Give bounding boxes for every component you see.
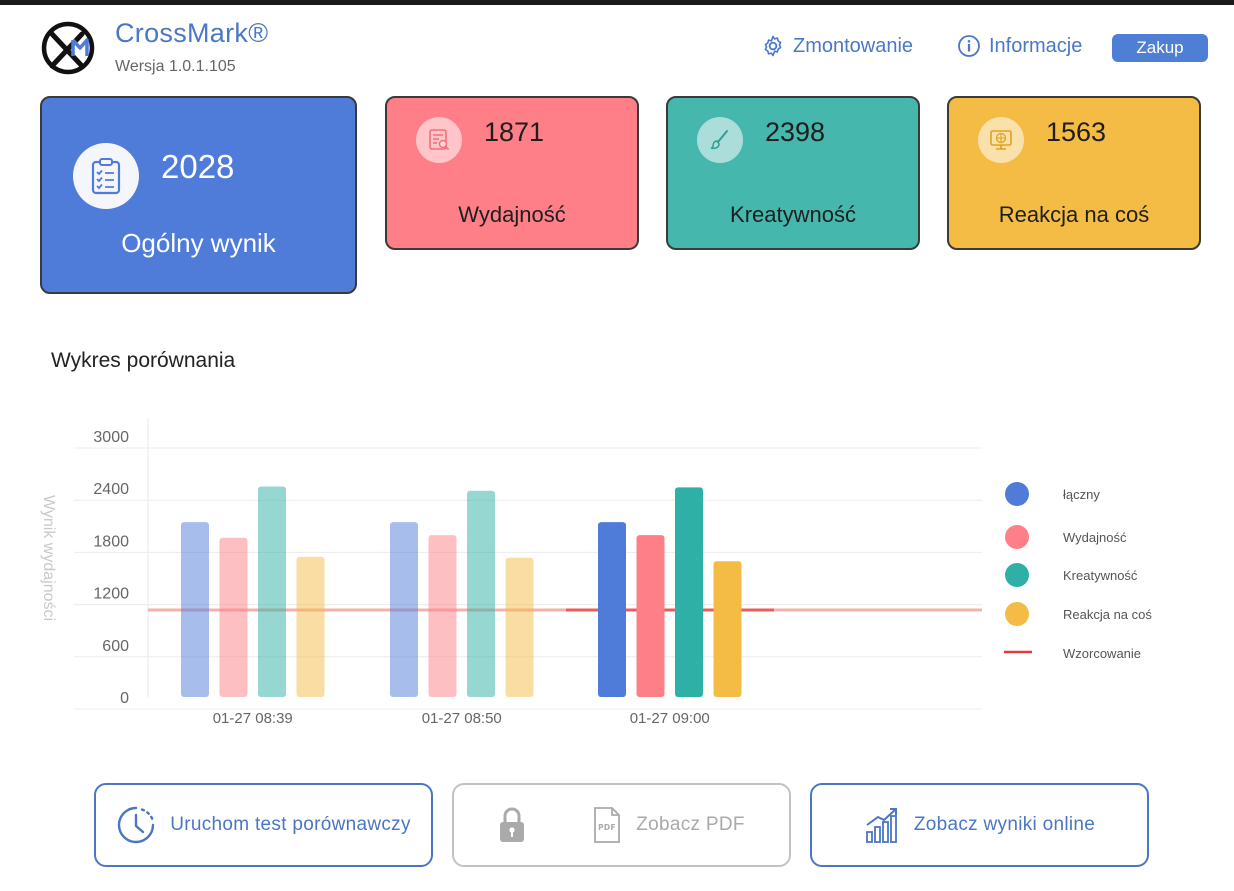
legend-label: Reakcja na coś (1063, 607, 1152, 622)
legend-label: Wydajność (1063, 530, 1127, 545)
growth-chart-icon (865, 808, 897, 843)
lock-icon (500, 807, 525, 842)
y-axis-label: Wynik wydajności (40, 495, 57, 621)
x-tick-label: 01-27 08:50 (422, 710, 502, 727)
legend-label: łączny (1063, 487, 1100, 502)
app-title: CrossMark® (115, 18, 269, 48)
app-version: Wersja 1.0.1.105 (115, 58, 236, 75)
clock-refresh-icon (118, 806, 155, 844)
y-tick-label: 600 (102, 638, 129, 655)
svg-text:PDF: PDF (598, 823, 616, 832)
bar-wydajność (428, 535, 457, 697)
comparison-chart: 3000 2400 1800 1200 600 0 Wynik wydajności 01-2… (40, 418, 1152, 727)
pdf-file-icon: PDF (594, 807, 621, 843)
y-tick-label: 3000 (93, 429, 129, 446)
bar-reakcja-na-coś (505, 557, 534, 697)
overall-score-label: Ogólny wynik (121, 228, 276, 258)
info-link-label: Informacje (989, 34, 1083, 57)
view-online-results-label: Zobacz wyniki online (913, 814, 1096, 835)
info-link[interactable]: Informacje (957, 34, 1082, 58)
creativity-score-card: 2398 Kreatywność (666, 96, 920, 250)
document-search-icon (416, 117, 462, 163)
overall-score-card: 2028 Ogólny wynik (40, 96, 357, 294)
x-tick-label: 01-27 08:39 (213, 710, 293, 727)
y-tick-label: 1200 (93, 586, 129, 603)
reaction-score-card: 1563 Reakcja na coś (947, 96, 1201, 250)
bar-łączny (598, 522, 626, 697)
reaction-score-value: 1563 (1046, 117, 1107, 147)
legend-label: Wzorcowanie (1063, 646, 1141, 661)
legend-label: Kreatywność (1063, 568, 1138, 583)
performance-score-value: 1871 (484, 117, 545, 147)
performance-score-label: Wydajność (458, 202, 566, 227)
x-tick-label: 01-27 09:00 (630, 710, 710, 727)
legend-swatch (1005, 602, 1029, 626)
creativity-score-label: Kreatywność (730, 202, 856, 227)
bar-reakcja-na-coś (713, 561, 742, 697)
legend-swatch (1005, 525, 1029, 549)
bar-reakcja-na-coś (296, 556, 325, 697)
run-benchmark-button[interactable]: Uruchom test porównawczy (94, 783, 433, 867)
legend-swatch (1005, 482, 1029, 506)
settings-link[interactable]: Zmontowanie (761, 34, 913, 58)
globe-monitor-icon (978, 117, 1024, 163)
bar-wydajność (636, 535, 665, 697)
window-top-border (0, 0, 1234, 5)
bar-kreatywność (467, 490, 495, 697)
overall-score-value: 2028 (161, 148, 235, 185)
bar-kreatywność (258, 486, 286, 697)
settings-link-label: Zmontowanie (793, 34, 914, 57)
buy-button[interactable]: Zakup (1112, 34, 1208, 62)
performance-score-card: 1871 Wydajność (385, 96, 639, 250)
y-tick-label: 2400 (93, 481, 129, 498)
brush-icon (697, 117, 743, 163)
bar-łączny (181, 522, 209, 697)
view-pdf-button: PDF Zobacz PDF (452, 783, 791, 867)
y-tick-label: 0 (120, 690, 129, 707)
bar-kreatywność (675, 487, 703, 697)
creativity-score-value: 2398 (765, 117, 826, 147)
info-icon (958, 35, 980, 57)
reaction-score-label: Reakcja na coś (998, 202, 1150, 227)
bar-wydajność (219, 537, 248, 697)
gear-icon (764, 35, 782, 57)
view-pdf-label: Zobacz PDF (636, 814, 745, 835)
y-tick-label: 1800 (93, 533, 129, 550)
run-benchmark-label: Uruchom test porównawczy (170, 814, 411, 835)
bar-łączny (390, 522, 418, 697)
clipboard-checklist-icon (73, 143, 139, 209)
chart-title: Wykres porównania (51, 349, 236, 372)
legend-swatch (1005, 563, 1029, 587)
view-online-results-button[interactable]: Zobacz wyniki online (810, 783, 1149, 867)
crossmark-logo-icon (41, 21, 95, 75)
